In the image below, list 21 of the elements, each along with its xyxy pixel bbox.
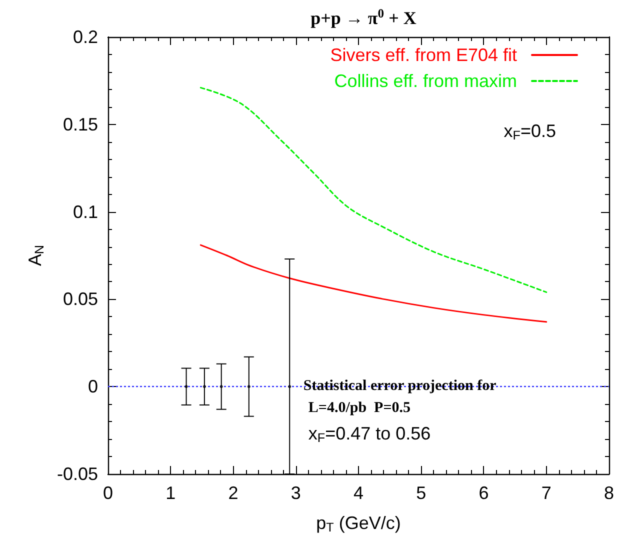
y-tick-label: 0.15 [62,114,98,134]
x-tick-label: 7 [541,483,552,503]
x-tick-label: 6 [478,483,489,503]
y-tick-label: -0.05 [56,464,98,484]
x-tick-label: 8 [604,483,614,503]
x-tick-label: 2 [228,483,238,503]
x-tick-label: 3 [290,483,301,503]
x-tick-label: 4 [353,483,364,503]
line-series [200,244,548,323]
y-tick-label: 0.05 [62,289,98,310]
y-tick-label: 0 [88,376,98,397]
y-tick-label: 0.1 [72,202,98,222]
y-tick-label: 0.2 [72,27,98,47]
y-axis-title: AN [25,244,46,266]
x-tick-label: 0 [102,483,114,503]
legend-label: Sivers eff. from E704 fit [330,45,517,65]
x-tick-label: 1 [166,483,176,503]
annotation: Statistical error projection for [303,378,497,394]
legend-label: Collins eff. from maxim [334,71,517,91]
x-tick-label: 5 [416,483,426,503]
annotation: L=4.0/pb P=0.5 [308,400,411,416]
